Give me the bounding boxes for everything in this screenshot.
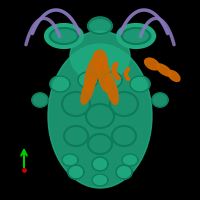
Ellipse shape [106,75,118,105]
Ellipse shape [88,17,112,35]
Ellipse shape [32,93,48,107]
Ellipse shape [118,25,154,47]
Ellipse shape [50,76,70,92]
Ellipse shape [85,57,99,91]
Ellipse shape [152,93,168,107]
Ellipse shape [92,174,108,186]
Ellipse shape [102,72,122,88]
Ellipse shape [122,154,138,166]
Ellipse shape [92,157,108,171]
Ellipse shape [48,44,152,188]
Ellipse shape [116,165,132,179]
Ellipse shape [145,58,159,70]
Ellipse shape [81,76,95,104]
Ellipse shape [46,25,82,47]
Ellipse shape [97,56,111,92]
Ellipse shape [156,64,172,76]
Ellipse shape [168,71,180,81]
Ellipse shape [68,165,84,179]
Ellipse shape [70,31,130,81]
Ellipse shape [62,154,78,166]
Ellipse shape [78,72,98,88]
Ellipse shape [93,50,107,70]
Ellipse shape [130,76,150,92]
